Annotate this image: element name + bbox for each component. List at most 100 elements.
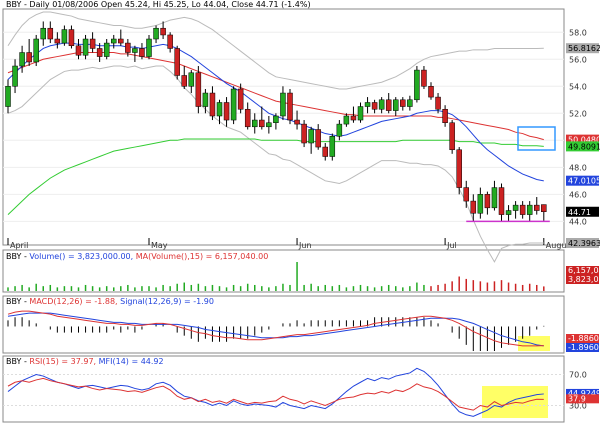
signal-value: Signal(12,26,9) = -1.90 (120, 297, 214, 306)
rsi-tick-label: 30.0 (569, 402, 587, 411)
signal-line (7, 312, 544, 347)
candle-body (463, 187, 469, 202)
volume-tag (566, 266, 599, 275)
macd-highlight (518, 336, 550, 351)
macd-tag-label: -1.89605 (568, 343, 600, 352)
rsi-tag (566, 388, 599, 398)
candle-body (54, 38, 61, 44)
header-low: 44.04 (203, 0, 226, 9)
candle-body (385, 99, 392, 111)
candle-body (378, 99, 385, 110)
volume-tag-label: 3,823,000 (568, 275, 600, 284)
candle-body (534, 204, 540, 211)
candle-body (357, 106, 364, 121)
candle-body (435, 96, 441, 110)
candle-body (188, 72, 195, 87)
candle-body (139, 48, 145, 57)
candle-body (33, 38, 39, 63)
candle-body (12, 65, 18, 87)
candle-body (449, 122, 455, 151)
x-tick-label: Jun (298, 241, 312, 250)
candle-body (252, 119, 258, 128)
candle-body (237, 88, 244, 110)
macd-tag (566, 334, 599, 343)
candle-body (294, 119, 300, 125)
candle-body (407, 99, 413, 107)
candle-body (40, 27, 46, 40)
candle-body (216, 102, 223, 117)
candle-body (322, 146, 328, 157)
mfi-value: MFI(14) = 44.92 (99, 357, 164, 366)
header-date: 01/08/2006 (52, 0, 98, 9)
candle-body (428, 86, 434, 98)
candle-body (167, 34, 173, 49)
rsi-tag-label: 44.9249 (568, 389, 600, 398)
macd-title: BBY - MACD(12,26) = -1.88, Signal(12,26,… (6, 297, 214, 306)
candle-body (195, 72, 202, 107)
candle-body (89, 38, 96, 49)
candle-body (315, 129, 321, 148)
header-high: 45.25 (164, 0, 187, 9)
candle-body (541, 204, 547, 213)
header-close: 44.71 (256, 0, 279, 9)
price-tick-label: 52.0 (569, 109, 587, 118)
candle-body (209, 92, 216, 117)
price-panel (2, 8, 565, 246)
chart-header: BBY - Daily 01/08/2006 Open 45.24, Hi 45… (6, 0, 311, 9)
candle-body (350, 115, 357, 121)
volume-title: BBY - Volume() = 3,823,000.00, MA(Volume… (6, 252, 268, 261)
price-tick-label: 44.0 (569, 217, 587, 226)
candle-body (266, 122, 272, 128)
header-change: (-1.4%) (281, 0, 310, 9)
ma-fast-line (7, 42, 544, 182)
candle-body (400, 99, 406, 107)
candle-body (75, 45, 82, 56)
rsi-tick-label: 70.0 (569, 371, 587, 380)
candle-body (118, 38, 124, 44)
price-layer: 58.056.054.052.050.048.046.044.0AprilMay… (3, 11, 600, 263)
volume-layer: 6,157,0403,823,000 (7, 262, 600, 291)
candle-body (364, 102, 371, 107)
x-tick-label: May (151, 241, 168, 250)
candle-body (519, 204, 526, 215)
candle-body (512, 204, 519, 211)
x-tick-label: Jul (446, 241, 457, 250)
header-interval: Daily (29, 0, 50, 9)
candle-body (26, 52, 32, 63)
mfi-line (7, 367, 544, 417)
candle-body (442, 108, 448, 123)
volume-panel (2, 249, 565, 293)
value-tag-label: 49.8091 (568, 142, 600, 151)
value-tag-label: 47.0105 (568, 177, 600, 186)
candle-body (456, 149, 462, 188)
header-open: 45.24 (125, 0, 148, 9)
candle-body (484, 194, 491, 209)
candle-body (230, 88, 237, 121)
price-tick-label: 58.0 (569, 28, 587, 37)
candle-body (505, 210, 512, 215)
macd-layer: -1.88605-1.89605 (7, 310, 600, 352)
price-tick-label: 54.0 (569, 82, 587, 91)
bollinger-lower (7, 65, 544, 263)
candle-body (526, 204, 533, 215)
candle-body (498, 187, 505, 215)
macd-tag (566, 343, 599, 352)
value-tag-label: 56.8162 (568, 44, 600, 53)
rsi-line (7, 377, 544, 411)
candle-body (153, 27, 159, 40)
candle-body (82, 38, 89, 56)
candle-body (371, 102, 378, 110)
candle-body (244, 108, 251, 128)
x-tick-label: April (10, 241, 28, 250)
candle-body (343, 115, 350, 125)
candle-body (336, 123, 343, 137)
candle-body (414, 69, 420, 101)
rsi-tag-label: 37.9 (568, 394, 586, 403)
candle-body (160, 27, 166, 36)
candle-body (470, 200, 477, 214)
price-tick-label: 56.0 (569, 55, 587, 64)
price-tick-label: 48.0 (569, 163, 587, 172)
value-tag-label: 42.3963 (568, 239, 600, 248)
rsi-highlight (482, 386, 548, 418)
